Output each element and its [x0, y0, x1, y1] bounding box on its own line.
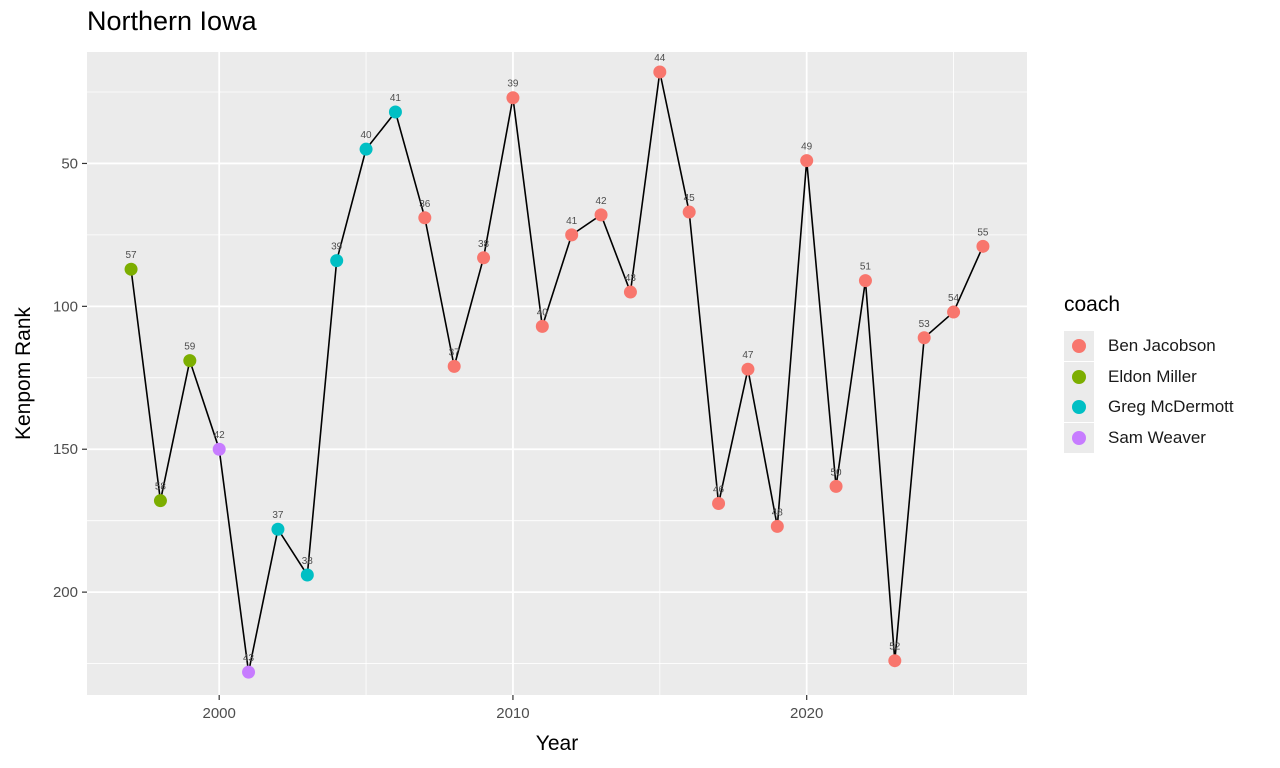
- data-label: 57: [126, 250, 138, 261]
- data-label: 40: [537, 307, 549, 318]
- data-label: 51: [860, 262, 872, 273]
- chart-title: Northern Iowa: [87, 6, 257, 36]
- data-label: 46: [713, 485, 725, 496]
- data-point: [712, 497, 726, 511]
- data-point: [242, 665, 256, 679]
- legend-item: Greg McDermott: [1064, 392, 1234, 423]
- data-label: 41: [390, 93, 402, 104]
- data-point: [917, 331, 931, 345]
- legend-key: [1064, 392, 1094, 423]
- data-point: [506, 91, 520, 105]
- legend-title: coach: [1064, 293, 1121, 316]
- data-label: 37: [449, 347, 461, 358]
- data-point: [829, 479, 843, 493]
- data-label: 47: [742, 350, 754, 361]
- gridlines: [87, 52, 1027, 695]
- data-point: [800, 154, 814, 168]
- data-point: [359, 142, 373, 156]
- y-tick-label: 50: [61, 155, 78, 172]
- data-point: [741, 362, 755, 376]
- data-point: [300, 568, 314, 582]
- data-label: 55: [977, 227, 989, 238]
- x-tick-label: 2000: [203, 705, 236, 722]
- x-tick-label: 2020: [790, 705, 823, 722]
- data-point: [477, 251, 491, 265]
- legend-dot: [1072, 400, 1086, 415]
- data-label: 54: [948, 293, 960, 304]
- data-point: [565, 228, 579, 242]
- data-label: 41: [566, 216, 578, 227]
- legend-dot: [1072, 339, 1086, 354]
- panel-background: [87, 52, 1027, 695]
- y-tick-label: 200: [53, 584, 78, 601]
- data-point: [212, 442, 226, 456]
- legend-key: [1064, 331, 1094, 362]
- data-label: 50: [831, 467, 843, 478]
- data-point: [623, 285, 637, 299]
- data-label: 39: [507, 79, 519, 90]
- data-label: 48: [772, 507, 784, 518]
- data-point: [594, 208, 608, 222]
- data-point: [124, 262, 138, 276]
- data-label: 39: [331, 242, 343, 253]
- data-points: [124, 65, 990, 679]
- data-label: 52: [889, 642, 901, 653]
- data-label: 38: [302, 556, 314, 567]
- data-point: [153, 494, 167, 508]
- data-point: [388, 105, 402, 119]
- legend-label: Greg McDermott: [1108, 397, 1234, 417]
- data-label: 36: [419, 199, 431, 210]
- legend-label: Eldon Miller: [1108, 366, 1197, 386]
- axes: 2000 2010 2020 50 100 150 200: [53, 155, 823, 722]
- data-point: [888, 654, 902, 668]
- data-label: 45: [684, 193, 696, 204]
- legend-label: Ben Jacobson: [1108, 336, 1216, 356]
- data-labels: 57 58 59 42 43 37 38 39 40 41 36 37 38 39 40 41 42 43 44 45…: [126, 53, 989, 664]
- legend-item: Eldon Miller: [1064, 361, 1234, 393]
- x-tick-label: 2010: [496, 705, 529, 722]
- data-point: [183, 354, 197, 368]
- legend-dot: [1072, 430, 1086, 445]
- legend-key: [1064, 361, 1094, 392]
- data-label: 43: [625, 273, 637, 284]
- data-label: 59: [184, 342, 196, 353]
- series-line: [130, 71, 984, 673]
- series-polyline: [130, 71, 984, 673]
- data-point: [682, 205, 696, 219]
- y-axis-title: Kenpom Rank: [12, 306, 35, 440]
- legend-item: Ben Jacobson: [1064, 331, 1234, 362]
- data-point: [447, 359, 461, 373]
- data-label: 40: [361, 130, 373, 141]
- y-tick-label: 150: [53, 441, 78, 458]
- data-label: 53: [919, 319, 931, 330]
- legend-dot: [1072, 369, 1086, 384]
- data-point: [770, 519, 784, 533]
- data-point: [947, 305, 961, 319]
- data-point: [653, 65, 667, 79]
- data-point: [858, 274, 872, 288]
- data-label: 43: [243, 653, 255, 664]
- data-label: 58: [155, 482, 167, 493]
- data-point: [418, 211, 432, 225]
- data-label: 38: [478, 239, 490, 250]
- data-label: 42: [596, 196, 608, 207]
- data-point: [976, 239, 990, 253]
- data-label: 42: [214, 430, 226, 441]
- data-label: 44: [654, 53, 666, 64]
- data-point: [535, 319, 549, 333]
- legend-item: Sam Weaver: [1064, 422, 1234, 454]
- x-axis-title: Year: [536, 732, 578, 755]
- legend-label: Sam Weaver: [1108, 427, 1206, 447]
- data-label: 37: [272, 510, 284, 521]
- legend: coach Ben Jacobson Eldon Miller Greg McDer…: [1064, 293, 1234, 453]
- data-point: [271, 522, 285, 536]
- legend-key: [1064, 422, 1094, 453]
- data-point: [330, 254, 344, 268]
- data-label: 49: [801, 142, 813, 153]
- legend-items: Ben Jacobson Eldon Miller Greg McDermott Sa…: [1064, 331, 1234, 453]
- y-tick-label: 100: [53, 298, 78, 315]
